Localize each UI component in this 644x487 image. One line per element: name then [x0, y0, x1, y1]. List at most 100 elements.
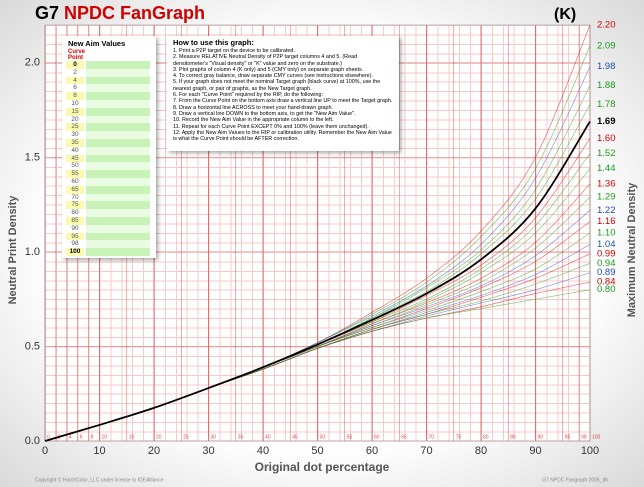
curve-point-label: 60: [374, 434, 380, 440]
aim-value-cell: [86, 177, 150, 186]
curve-point-label: 40: [265, 434, 271, 440]
aim-value-cell: [86, 61, 150, 69]
header-line: Point: [68, 55, 83, 61]
aim-rows: 0 2 4 6 8 10 15 20 25 30 35 40 45 50 55 60 65 70 75 80 85 90 9…: [62, 61, 156, 256]
curve-point-label: 50: [320, 434, 326, 440]
curve-max-label: 1.60: [597, 133, 616, 144]
x-tick-label: 50: [311, 445, 323, 457]
aim-value-cell: [86, 92, 150, 100]
aim-row: 70: [62, 193, 156, 202]
curve-max-label: 1.10: [597, 228, 616, 239]
instructions: How to use this graph: 1. Print a P2P ta…: [167, 36, 399, 151]
x-tick-label: 30: [202, 445, 214, 457]
aim-row: 25: [62, 123, 156, 132]
aim-value-cell: [86, 107, 150, 116]
curve-point: 50: [66, 162, 84, 171]
aim-row: 85: [62, 216, 156, 225]
curve-max-label: 0.94: [597, 258, 616, 269]
curve-max-label: 1.52: [597, 148, 616, 159]
curve-point: 35: [66, 138, 84, 147]
curve-point-label: 95: [565, 434, 571, 440]
curve-max-label: 0.84: [597, 277, 616, 288]
aim-row: 65: [62, 185, 156, 194]
y-tick-label: 0.5: [25, 340, 40, 352]
x-tick-label: 60: [366, 445, 378, 457]
curve-max-label: 1.29: [597, 192, 616, 203]
aim-row: 4: [62, 76, 156, 85]
curve-point-label: 0: [47, 434, 50, 440]
step: 12. Apply the New Aim Values to the RIP …: [173, 129, 392, 143]
x-tick-label: 0: [42, 445, 48, 457]
title-prefix: G7: [35, 3, 59, 23]
curve-point-label: 30: [211, 434, 217, 440]
aim-row: 6: [62, 84, 156, 93]
step: 11. Repeat for each Curve Point EXCEPT 0…: [173, 123, 369, 130]
curve-point: 40: [66, 146, 84, 155]
curve-max-label: 1.78: [597, 99, 616, 110]
curve-point: 80: [66, 209, 84, 217]
step: 2. Measure RELATIVE Neutral Density of P…: [173, 54, 358, 67]
aim-row: 50: [62, 162, 156, 171]
aim-row: 98: [62, 240, 156, 249]
x-tick-label: 20: [148, 445, 160, 457]
step: 8. Draw a horizontal line ACROSS to meet…: [173, 104, 334, 111]
curve-point: 0: [66, 61, 84, 69]
y-axis-label: Neutral Print Density: [7, 195, 19, 305]
header-line: Curve: [68, 49, 86, 55]
aim-row: 15: [62, 107, 156, 116]
aim-value-cell: [86, 154, 150, 163]
y-tick-label: 2.0: [25, 57, 40, 69]
aim-row: 100: [62, 248, 156, 256]
aim-row: 45: [62, 154, 156, 163]
step: 9. Draw a vertical line DOWN to the bott…: [173, 110, 356, 117]
curve-max-label: 1.98: [597, 61, 616, 72]
step: 6. For each "Curve Point" required by th…: [173, 92, 323, 99]
y-tick-label: 1.0: [25, 246, 40, 258]
curve-point-label: 6: [80, 434, 83, 440]
curve-point: 95: [66, 232, 84, 241]
steps: 1. Print a P2P target on the device to b…: [173, 48, 393, 142]
aim-row: 75: [62, 201, 156, 210]
x-tick-label: 40: [257, 445, 269, 457]
x-tick-label: 70: [420, 445, 432, 457]
curve-point: 75: [66, 201, 84, 210]
instructions-title: How to use this graph:: [173, 38, 254, 47]
curve-max-label: 1.04: [597, 239, 616, 250]
curve-max-label: 1.22: [597, 205, 616, 216]
curve-point-label: 98: [581, 434, 587, 440]
footer-left: Copyright © HutchColor, LLC under licens…: [35, 476, 164, 483]
aim-value-cell: [86, 138, 150, 147]
chart-title: G7 NPDC FanGraph: [35, 3, 205, 23]
aim-value-cell: [86, 224, 150, 233]
curve-max-label: 1.69: [597, 116, 616, 127]
curve-point: 70: [66, 193, 84, 202]
step: 4. To correct gray balance, draw separat…: [173, 73, 373, 80]
curve-point-label: 35: [238, 434, 244, 440]
curve-point: 10: [66, 99, 84, 108]
aim-value-cell: [86, 115, 150, 124]
curve-max-label: 2.09: [597, 40, 616, 51]
curve-point: 65: [66, 185, 84, 194]
step: 7. From the Curve Point on the bottom ax…: [173, 98, 393, 105]
aim-row: 90: [62, 224, 156, 233]
step: 5. If your graph does not meet the nomin…: [173, 79, 381, 92]
curve-point-label: 8: [91, 434, 94, 440]
aim-row: 0: [62, 61, 156, 69]
curve-max-label: 2.20: [597, 20, 616, 31]
curve-point: 25: [66, 123, 84, 132]
x-tick-label: 10: [93, 445, 105, 457]
curve-point: 2: [66, 68, 84, 77]
x-tick-label: 80: [475, 445, 487, 457]
title-main: NPDC FanGraph: [64, 3, 205, 23]
curve-point: 100: [66, 248, 84, 256]
curve-max-label: 1.16: [597, 216, 616, 227]
curve-point: 98: [66, 240, 84, 249]
curve-point: 55: [66, 170, 84, 178]
curve-point-label: 85: [510, 434, 516, 440]
curve-point: 60: [66, 177, 84, 186]
curve-max-label: 1.44: [597, 163, 616, 174]
curve-point-label: 15: [129, 434, 135, 440]
curve-max-label: 1.88: [597, 80, 616, 91]
curve-point-label: 20: [156, 434, 162, 440]
